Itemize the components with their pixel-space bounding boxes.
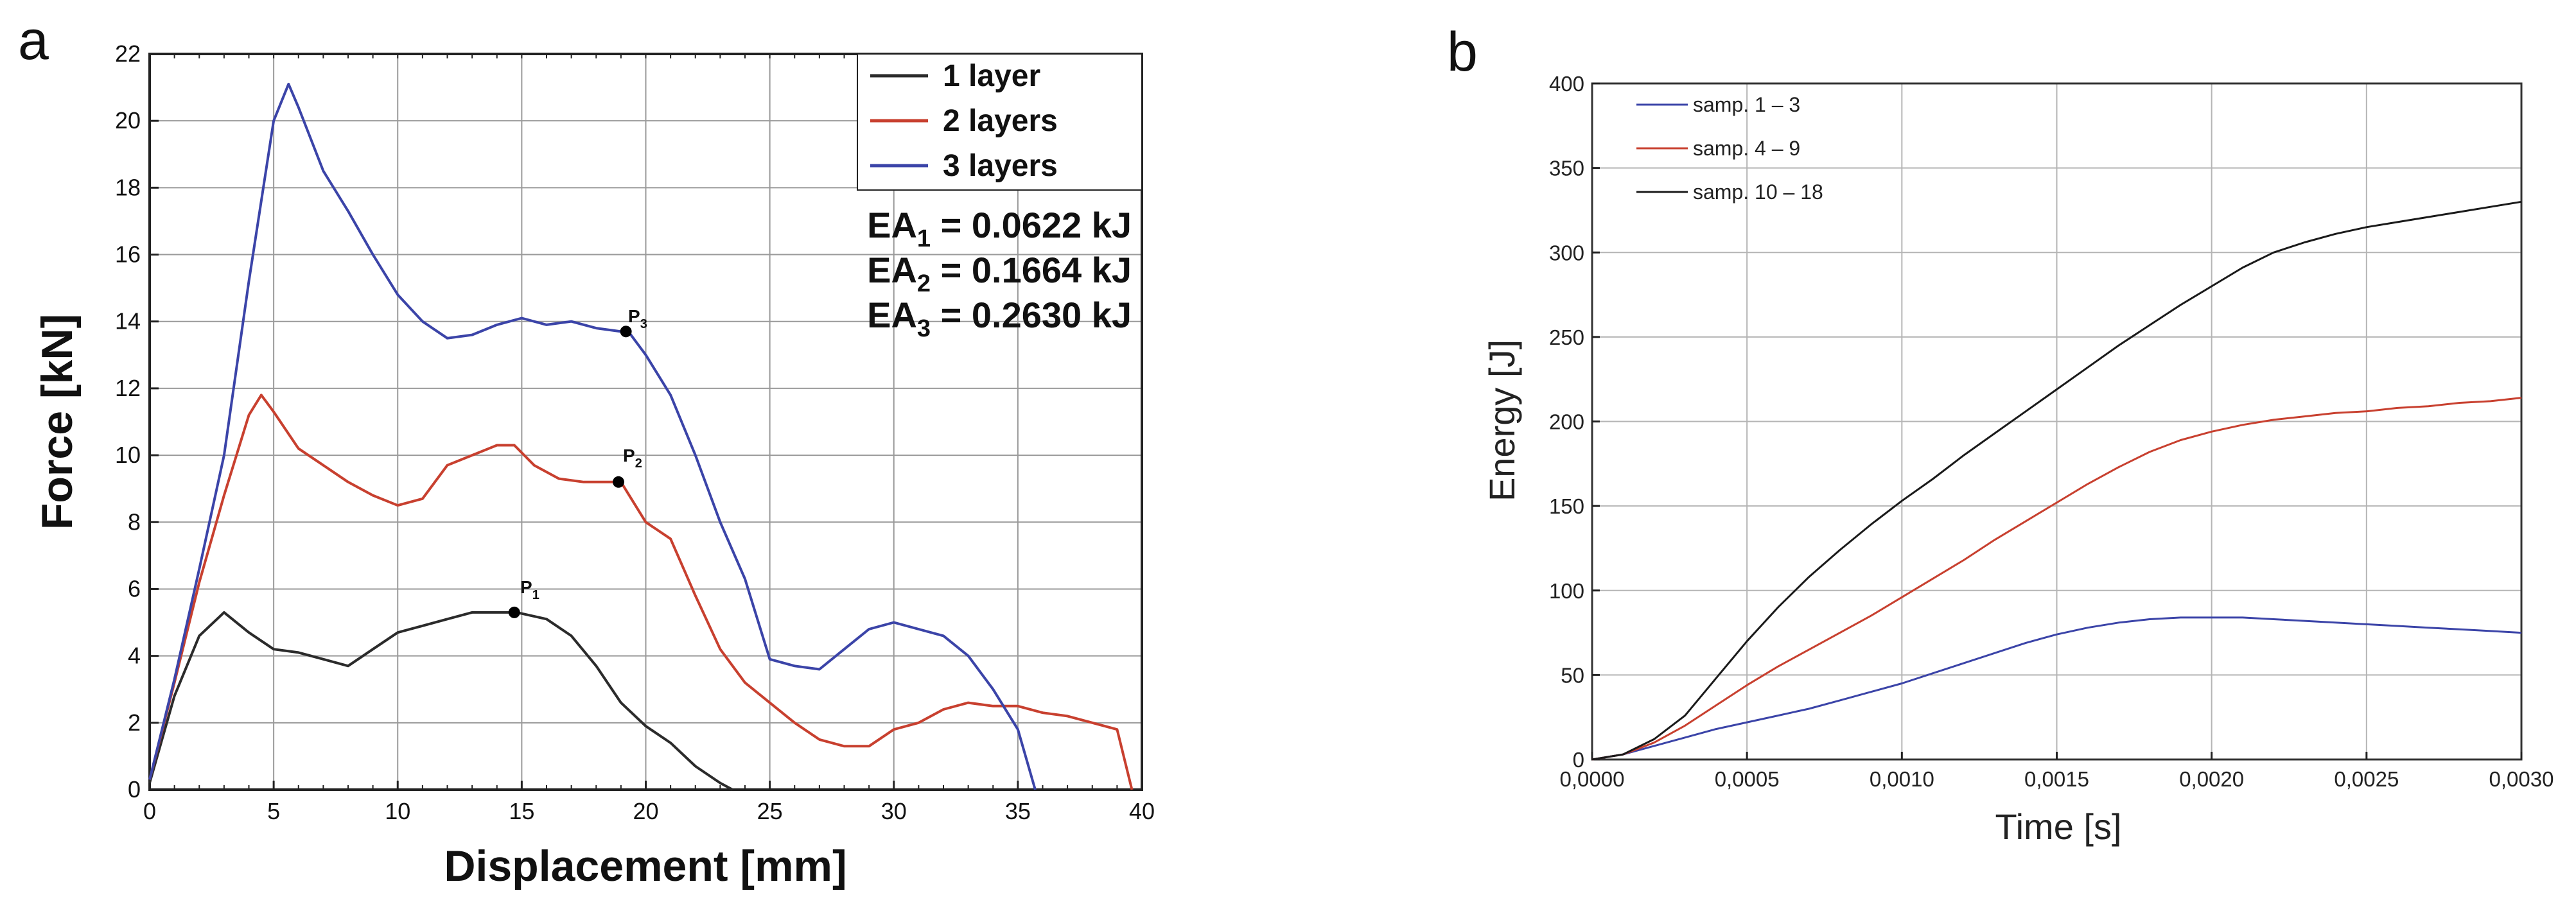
panel-a-legend: 1 layer 2 layers 3 layers: [857, 53, 1143, 191]
point-label-p3: P3: [628, 306, 647, 331]
series-line-1-layer: [148, 611, 733, 791]
b-x-tick-label: 0,0025: [2334, 767, 2399, 791]
point-label-p2: P2: [623, 446, 642, 471]
b-x-tick-label: 0,0020: [2179, 767, 2244, 791]
panel-a-points: [508, 325, 632, 618]
b-x-tick-label: 0,0030: [2489, 767, 2554, 791]
a-y-tick-label: 2: [128, 709, 141, 736]
energy-label-2: EA2 = 0.1664 kJ: [867, 250, 1132, 297]
energy-label-3: EA3 = 0.2630 kJ: [867, 295, 1132, 342]
series-line-2-layers: [148, 394, 1134, 790]
panel-b-y-axis-title: Energy [J]: [1482, 340, 1522, 501]
a-y-tick-label: 4: [128, 643, 141, 669]
b-y-tick-label: 250: [1549, 325, 1584, 349]
panel-b-grid: [1592, 83, 2521, 759]
a-y-tick-label: 22: [115, 40, 141, 67]
legend-label-1-layer: 1 layer: [943, 59, 1040, 93]
a-x-tick-label: 15: [509, 798, 534, 824]
series-line-samp-4-9: [1591, 397, 2522, 761]
legend-label-samp-4-9: samp. 4 – 9: [1693, 137, 1800, 160]
panel-a: a 0 5 10 15 20 25 30 35 40 0 2 4 6 8 10 12 14 16 18 20 22 1…: [18, 10, 1155, 890]
b-x-tick-label: 0,0015: [2024, 767, 2089, 791]
b-y-tick-label: 0: [1573, 748, 1584, 772]
a-y-tick-label: 20: [115, 107, 141, 134]
series-line-3-layers: [148, 82, 1037, 790]
legend-label-samp-10-18: samp. 10 – 18: [1693, 180, 1823, 204]
b-y-tick-label: 350: [1549, 157, 1584, 180]
a-y-tick-label: 6: [128, 575, 141, 602]
b-y-tick-label: 300: [1549, 241, 1584, 265]
panel-a-energy-labels: EA1 = 0.0622 kJ EA2 = 0.1664 kJ EA3 = 0.…: [867, 205, 1132, 342]
b-x-tick-label: 0,0000: [1560, 767, 1625, 791]
a-x-tick-label: 5: [267, 798, 280, 824]
a-x-tick-label: 35: [1005, 798, 1031, 824]
a-y-tick-label: 8: [128, 508, 141, 535]
panel-b-y-tick-labels: 0 50 100 150 200 250 300 350 400: [1549, 72, 1584, 772]
a-x-tick-label: 0: [143, 798, 156, 824]
legend-label-3-layers: 3 layers: [943, 149, 1058, 183]
a-y-tick-label: 10: [115, 442, 141, 468]
a-x-tick-label: 30: [881, 798, 907, 824]
b-y-tick-label: 150: [1549, 494, 1584, 518]
a-y-tick-label: 0: [128, 776, 141, 803]
a-y-tick-label: 14: [115, 308, 141, 334]
point-marker-p1: [508, 606, 520, 618]
point-marker-p3: [620, 325, 632, 338]
panel-b-x-axis-title: Time [s]: [1995, 806, 2121, 847]
b-y-tick-label: 400: [1549, 72, 1584, 96]
panel-a-x-axis-title: Displacement [mm]: [444, 842, 846, 890]
b-y-tick-label: 200: [1549, 410, 1584, 434]
b-x-tick-label: 0,0005: [1715, 767, 1780, 791]
a-x-tick-label: 40: [1129, 798, 1155, 824]
a-x-tick-label: 10: [385, 798, 410, 824]
panel-b-label: b: [1447, 21, 1478, 83]
legend-label-samp-1-3: samp. 1 – 3: [1693, 93, 1800, 116]
a-y-tick-label: 12: [115, 375, 141, 401]
a-x-tick-label: 25: [757, 798, 783, 824]
panel-a-y-axis-title: Force [kN]: [33, 314, 82, 530]
legend-label-2-layers: 2 layers: [943, 104, 1058, 138]
a-y-tick-label: 16: [115, 241, 141, 268]
panel-a-y-tick-labels: 0 2 4 6 8 10 12 14 16 18 20 22: [115, 40, 141, 803]
point-marker-p2: [613, 476, 625, 488]
b-y-tick-label: 100: [1549, 579, 1584, 603]
b-y-tick-label: 50: [1561, 663, 1584, 687]
series-line-samp-1-3: [1591, 616, 2522, 761]
panel-b-legend: samp. 1 – 3 samp. 4 – 9 samp. 10 – 18: [1636, 93, 1823, 204]
panel-a-label: a: [18, 10, 49, 71]
a-y-tick-label: 18: [115, 174, 141, 200]
series-line-samp-10-18: [1591, 200, 2522, 761]
panel-b-series: [1591, 200, 2522, 761]
b-x-tick-label: 0,0010: [1870, 767, 1934, 791]
panel-b: b 0,0000 0,0005 0,0010 0,0015 0,0020 0,0025 0,…: [1447, 21, 2554, 847]
panel-b-x-tick-labels: 0,0000 0,0005 0,0010 0,0015 0,0020 0,0025 0,00…: [1560, 767, 2554, 791]
a-x-tick-label: 20: [633, 798, 658, 824]
panel-a-x-tick-labels: 0 5 10 15 20 25 30 35 40: [143, 798, 1155, 824]
point-label-p1: P1: [520, 577, 539, 602]
energy-label-1: EA1 = 0.0622 kJ: [867, 205, 1132, 252]
